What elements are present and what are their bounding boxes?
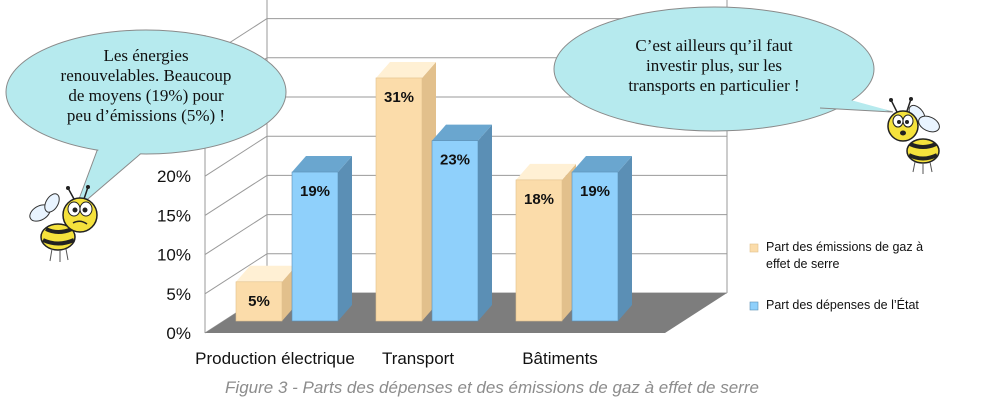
bar-top xyxy=(376,61,436,78)
left-speech-bubble xyxy=(5,29,287,212)
bar-2-1 xyxy=(571,156,632,322)
legend-swatches xyxy=(749,243,759,311)
bars xyxy=(235,61,632,322)
left-bee-illustration xyxy=(29,185,98,262)
figure-caption: Figure 3 - Parts des dépenses et des émi… xyxy=(225,378,759,397)
y-tick-label: 0% xyxy=(166,324,191,343)
bar-top xyxy=(292,156,352,173)
bar-side xyxy=(338,156,352,321)
x-category-label: Bâtiments xyxy=(522,349,598,368)
legend-item-emissions: Part des émissions de gaz à effet de ser… xyxy=(766,239,923,273)
bar-value-label: 19% xyxy=(300,183,330,200)
bar-1-1 xyxy=(431,124,492,322)
y-tick-label: 10% xyxy=(157,246,191,265)
left-bubble-line: Les énergies xyxy=(103,46,189,65)
bar-value-label: 18% xyxy=(524,191,554,208)
right-speech-bubble xyxy=(553,6,894,132)
bar-0-1 xyxy=(291,156,352,322)
y-axis-ticks: 0% 5% 10% 15% 20% xyxy=(157,167,191,343)
x-category-label: Production électrique xyxy=(195,349,355,368)
bar-value-labels: 5% 19% 31% 23% 18% 19% xyxy=(248,89,610,310)
legend-label: effet de serre xyxy=(766,257,840,271)
bar-front xyxy=(291,171,339,322)
legend-item-spending: Part des dépenses de l’État xyxy=(766,297,919,314)
legend-swatch-emissions xyxy=(749,243,759,253)
bar-top xyxy=(572,156,632,173)
left-bubble-text: Les énergies renouvelables. Beaucoup de … xyxy=(56,46,236,126)
y-tick-label: 15% xyxy=(157,206,191,225)
bar-front xyxy=(431,140,479,322)
right-bubble-line: transports en particulier ! xyxy=(628,76,800,95)
gridline-side xyxy=(204,253,268,295)
bar-top xyxy=(236,265,296,282)
bar-side xyxy=(478,124,492,322)
y-tick-label: 20% xyxy=(157,167,191,186)
right-bee-illustration xyxy=(887,97,940,174)
right-bubble-line: investir plus, sur les xyxy=(646,56,782,75)
bar-front xyxy=(515,179,563,322)
right-bubble-line: C’est ailleurs qu’il faut xyxy=(635,36,793,55)
legend-swatch-spending xyxy=(749,301,759,311)
legend-label: Part des dépenses de l’État xyxy=(766,298,919,312)
bar-value-label: 5% xyxy=(248,293,270,310)
left-bubble-line: renouvelables. Beaucoup xyxy=(60,66,232,85)
left-bubble-line: peu d’émissions (5%) ! xyxy=(66,106,226,125)
bar-top xyxy=(432,124,492,141)
gridline-side xyxy=(204,214,268,256)
bar-2-0 xyxy=(515,163,576,322)
bar-front xyxy=(375,77,423,322)
left-bubble-line: de moyens (19%) pour xyxy=(68,86,224,105)
bar-value-label: 31% xyxy=(384,89,414,106)
x-category-label: Transport xyxy=(382,349,454,368)
gridline-side xyxy=(204,174,268,216)
bar-value-label: 19% xyxy=(580,183,610,200)
bar-front xyxy=(235,281,283,322)
bar-front xyxy=(571,171,619,322)
gridline-side xyxy=(204,135,268,177)
right-bubble-text: C’est ailleurs qu’il faut investir plus,… xyxy=(614,36,814,96)
bar-value-label: 23% xyxy=(440,152,470,169)
legend-label: Part des émissions de gaz à xyxy=(766,240,924,254)
x-axis-categories: Production électrique Transport Bâtiments xyxy=(195,349,598,368)
y-tick-label: 5% xyxy=(166,285,191,304)
bar-side xyxy=(618,156,632,321)
bar-top xyxy=(516,163,576,180)
